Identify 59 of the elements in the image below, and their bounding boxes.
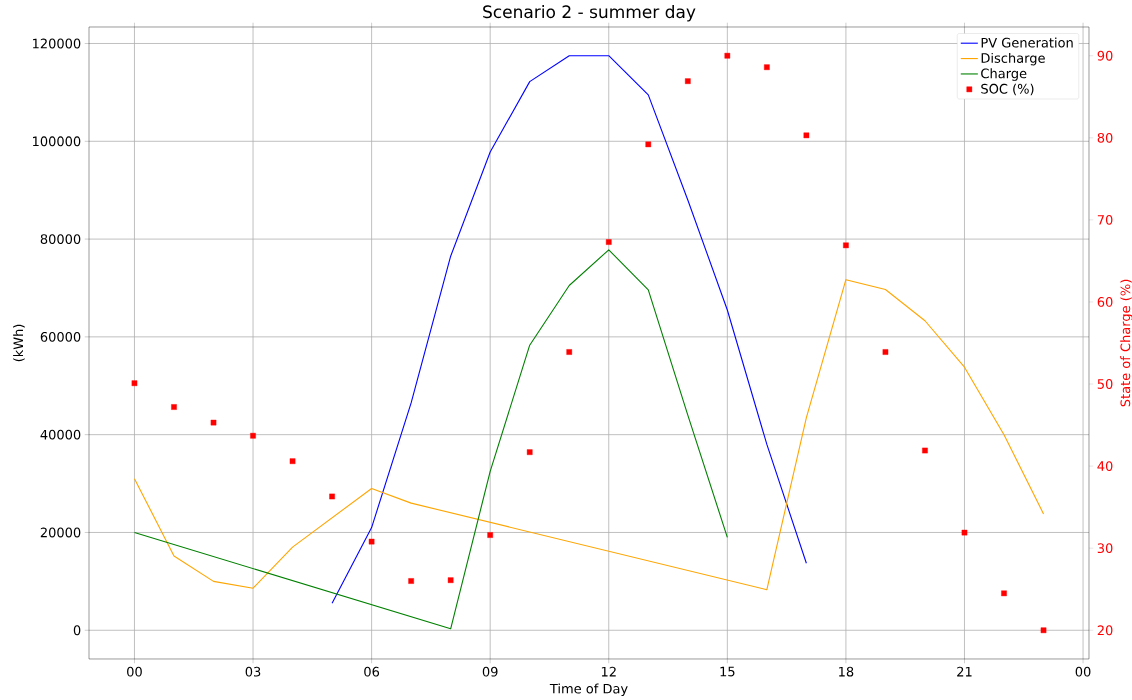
point [922, 447, 928, 454]
point [961, 529, 968, 536]
point [882, 349, 889, 355]
point [803, 132, 810, 139]
y2-tick-label: 70 [1097, 214, 1113, 225]
y2-tick-label: 20 [1097, 625, 1113, 636]
point [843, 242, 849, 249]
y-tick-label: 0 [73, 625, 81, 636]
point [329, 493, 335, 500]
point [487, 532, 493, 538]
y2-tick-label: 60 [1097, 297, 1113, 307]
x-tick-label: 06 [364, 666, 380, 677]
point [526, 449, 533, 455]
legend-label: PV Generation [981, 37, 1073, 48]
y-tick-label: 20000 [40, 527, 81, 538]
y2-tick-label: 90 [1097, 50, 1113, 61]
chart-title: Scenario 2 - summer day [483, 5, 696, 22]
point [685, 78, 691, 84]
y-tick-label: 40000 [40, 429, 81, 440]
point [605, 239, 612, 245]
point [289, 458, 296, 464]
legend-label: Discharge [981, 52, 1045, 66]
point [250, 432, 256, 439]
x-tick-label: 03 [245, 666, 261, 677]
y-axis-title: (kWh) [13, 324, 25, 362]
y-tick-label: 60000 [40, 331, 81, 342]
point [724, 52, 731, 59]
point [171, 404, 177, 410]
point [408, 578, 414, 584]
point [1001, 590, 1007, 597]
y-tick-label: 120000 [33, 38, 81, 49]
point [131, 380, 138, 387]
line-series [133, 279, 1045, 591]
point [368, 538, 375, 545]
point [210, 419, 217, 426]
point [1040, 627, 1047, 634]
line-series [331, 55, 807, 604]
x-tick-label: 15 [720, 666, 735, 677]
point [566, 349, 573, 355]
point [447, 577, 454, 583]
line-series [133, 249, 728, 630]
x-tick-label: 21 [957, 666, 972, 677]
x-tick-label: 09 [482, 666, 498, 677]
x-axis-title: Time of Day [549, 683, 628, 697]
x-tick-label: 12 [601, 666, 616, 677]
y2-axis-title: State of Charge (%) [1120, 279, 1132, 407]
legend-label: Charge [981, 68, 1027, 81]
y2-tick-label: 30 [1097, 543, 1113, 554]
y2-tick-label: 50 [1097, 379, 1113, 389]
y-tick-label: 100000 [33, 136, 81, 147]
y2-tick-label: 80 [1097, 132, 1113, 143]
x-tick-label: 00 [1075, 666, 1091, 677]
point [764, 64, 770, 71]
point [645, 141, 652, 148]
legend-label: SOC (%) [981, 83, 1034, 96]
y2-tick-label: 40 [1097, 461, 1113, 472]
x-tick-label: 00 [127, 666, 142, 677]
x-tick-label: 18 [839, 666, 854, 677]
y-tick-label: 80000 [40, 234, 81, 244]
